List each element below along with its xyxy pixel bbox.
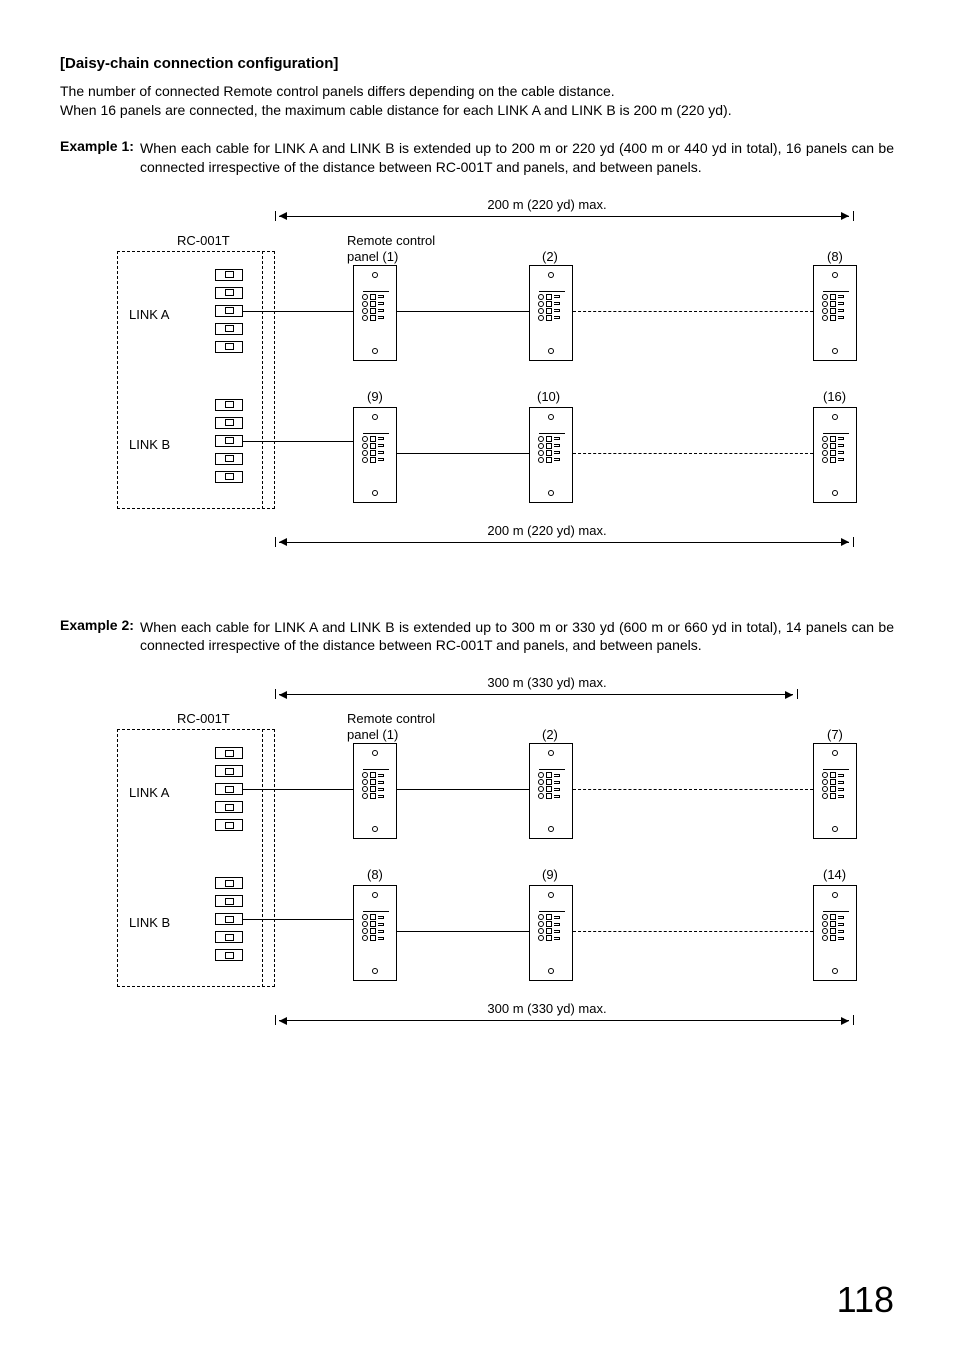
panel-8-label: (8)	[827, 249, 843, 264]
remote-panel	[529, 407, 573, 503]
intro-line-1: The number of connected Remote control p…	[60, 82, 894, 101]
switch	[215, 931, 243, 943]
remote-panel	[813, 743, 857, 839]
diagram-1: 200 m (220 yd) max. RC-001T Remote contr…	[97, 197, 857, 557]
remote-panel	[353, 885, 397, 981]
switch	[215, 305, 243, 317]
section-heading: [Daisy-chain connection configuration]	[60, 55, 894, 72]
remote-panel	[529, 885, 573, 981]
remote-panel	[813, 407, 857, 503]
page-number: 118	[837, 1279, 894, 1321]
remote-panel	[529, 265, 573, 361]
remote-panel	[353, 743, 397, 839]
panel-10-label: (10)	[537, 389, 560, 404]
rc-001t-label: RC-001T	[177, 233, 230, 248]
panel-2-label-2: (2)	[542, 727, 558, 742]
rc-box	[117, 251, 275, 509]
dist-label-bottom: 200 m (220 yd) max.	[397, 523, 697, 538]
rc-box-2	[117, 729, 275, 987]
remote-panel	[813, 885, 857, 981]
switch	[215, 471, 243, 483]
switch	[215, 341, 243, 353]
panel-1-label-2: panel (1)	[347, 727, 398, 742]
arrow-bottom-2	[279, 1020, 849, 1021]
panel-14-label: (14)	[823, 867, 846, 882]
panel-9-label: (9)	[367, 389, 383, 404]
example-2-label: Example 2:	[60, 617, 134, 633]
link-b-label-2: LINK B	[129, 915, 170, 930]
remote-panel	[529, 743, 573, 839]
arrow-bottom	[279, 542, 849, 543]
switch	[215, 783, 243, 795]
rc-001t-label-2: RC-001T	[177, 711, 230, 726]
example-2: Example 2: When each cable for LINK A an…	[60, 617, 894, 656]
panel-1-label: panel (1)	[347, 249, 398, 264]
switch	[215, 435, 243, 447]
switch	[215, 417, 243, 429]
panel-8b-label: (8)	[367, 867, 383, 882]
switch	[215, 913, 243, 925]
link-a-label-2: LINK A	[129, 785, 169, 800]
dist-label-bottom-2: 300 m (330 yd) max.	[397, 1001, 697, 1016]
switch	[215, 877, 243, 889]
remote-panel	[353, 265, 397, 361]
link-a-label: LINK A	[129, 307, 169, 322]
switch	[215, 747, 243, 759]
arrow-top	[279, 216, 849, 217]
example-1-body: When each cable for LINK A and LINK B is…	[140, 139, 894, 177]
diagram-2: 300 m (330 yd) max. RC-001T Remote contr…	[97, 675, 857, 1035]
switch	[215, 399, 243, 411]
arrow-top-2	[279, 694, 793, 695]
switch	[215, 323, 243, 335]
switch	[215, 949, 243, 961]
remote-control-label-2: Remote control	[347, 711, 435, 726]
panel-7-label: (7)	[827, 727, 843, 742]
remote-panel	[353, 407, 397, 503]
panel-9b-label: (9)	[542, 867, 558, 882]
example-1: Example 1: When each cable for LINK A an…	[60, 138, 894, 177]
intro-line-2: When 16 panels are connected, the maximu…	[60, 101, 894, 120]
example-1-label: Example 1:	[60, 138, 134, 154]
panel-2-label: (2)	[542, 249, 558, 264]
link-b-label: LINK B	[129, 437, 170, 452]
switch	[215, 453, 243, 465]
dist-label-top: 200 m (220 yd) max.	[397, 197, 697, 212]
switch	[215, 287, 243, 299]
switch	[215, 895, 243, 907]
switch	[215, 765, 243, 777]
switch	[215, 801, 243, 813]
dist-label-top-2: 300 m (330 yd) max.	[397, 675, 697, 690]
panel-16-label: (16)	[823, 389, 846, 404]
switch	[215, 819, 243, 831]
remote-panel	[813, 265, 857, 361]
remote-control-label: Remote control	[347, 233, 435, 248]
switch	[215, 269, 243, 281]
example-2-body: When each cable for LINK A and LINK B is…	[140, 618, 894, 656]
